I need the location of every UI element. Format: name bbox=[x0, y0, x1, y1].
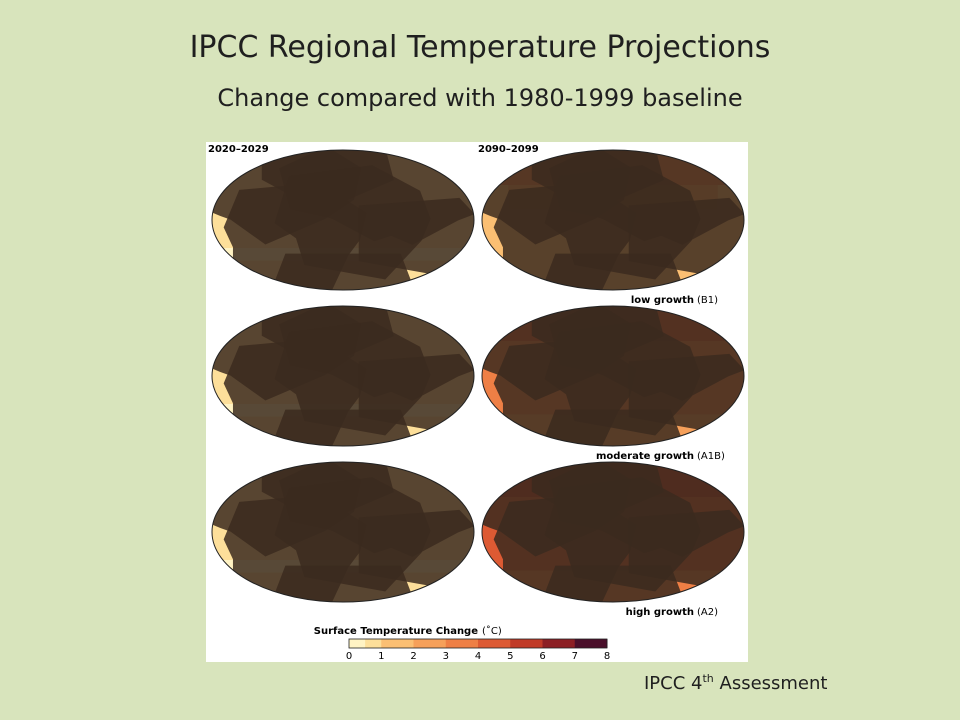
scenario-label-1: low growth bbox=[631, 295, 694, 306]
map-late-1 bbox=[482, 150, 744, 290]
colorbar-swatch-7 bbox=[574, 639, 608, 648]
scenario-code-3: (A2) bbox=[697, 607, 718, 618]
colorbar-unit: (˚C) bbox=[482, 625, 502, 637]
map-late-3 bbox=[482, 462, 744, 602]
colorbar-swatch-2 bbox=[413, 639, 447, 648]
colorbar-tick-5: 5 bbox=[507, 651, 513, 662]
colorbar-swatch-3 bbox=[445, 639, 479, 648]
period-label-late: 2090–2099 bbox=[478, 144, 539, 155]
projection-figure: 2020–2029 2090–2099 low growth (B1) modera… bbox=[206, 142, 748, 662]
map-early-1 bbox=[212, 150, 474, 290]
source-prefix: IPCC 4 bbox=[644, 673, 703, 694]
source-citation: IPCC 4th Assessment bbox=[644, 672, 827, 694]
slide-title: IPCC Regional Temperature Projections bbox=[189, 30, 771, 65]
colorbar-tick-8: 8 bbox=[604, 651, 610, 662]
scenario-label-2: moderate growth bbox=[596, 451, 694, 462]
colorbar-swatch-6 bbox=[542, 639, 576, 648]
colorbar-tick-7: 7 bbox=[572, 651, 578, 662]
source-superscript: th bbox=[702, 672, 714, 685]
colorbar-swatch-4 bbox=[478, 639, 511, 648]
colorbar-tick-4: 4 bbox=[475, 651, 481, 662]
colorbar-tick-3: 3 bbox=[443, 651, 449, 662]
colorbar-swatch-0 bbox=[349, 639, 382, 648]
scenario-code-1: (B1) bbox=[697, 295, 718, 306]
colorbar-tick-0: 0 bbox=[346, 651, 352, 662]
colorbar-tick-6: 6 bbox=[539, 651, 545, 662]
colorbar-tick-2: 2 bbox=[410, 651, 416, 662]
map-late-2 bbox=[482, 306, 744, 446]
colorbar-swatch-5 bbox=[510, 639, 543, 648]
colorbar-swatch-1 bbox=[381, 639, 414, 648]
colorbar-title: Surface Temperature Change bbox=[314, 626, 478, 637]
slide-subtitle: Change compared with 1980-1999 baseline bbox=[217, 84, 743, 112]
scenario-label-3: high growth bbox=[626, 607, 694, 618]
colorbar bbox=[348, 638, 608, 649]
colorbar-tick-1: 1 bbox=[378, 651, 384, 662]
period-label-early: 2020–2029 bbox=[208, 144, 269, 155]
map-early-3 bbox=[212, 462, 474, 602]
map-early-2 bbox=[212, 306, 474, 446]
scenario-code-2: (A1B) bbox=[697, 451, 725, 462]
source-suffix: Assessment bbox=[713, 673, 828, 694]
